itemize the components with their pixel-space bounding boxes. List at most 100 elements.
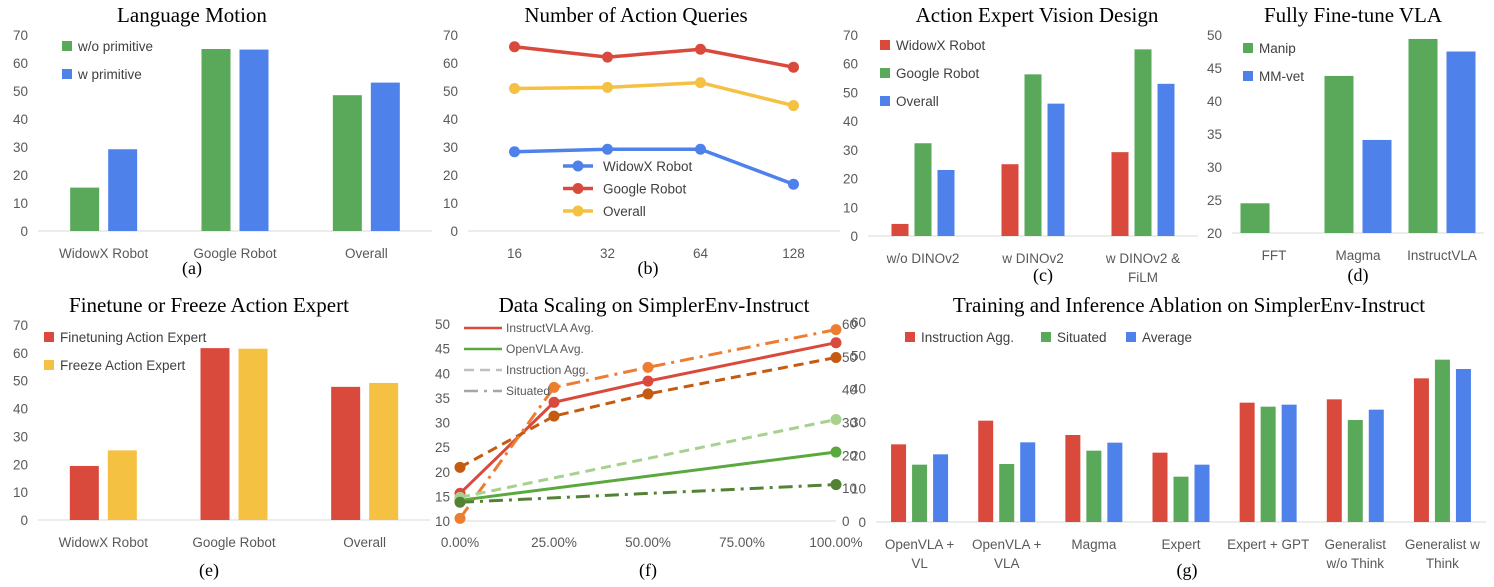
y-tick-label: 20 (842, 448, 857, 463)
x-tick-label: Google Robot (192, 535, 276, 550)
data-point (830, 479, 842, 491)
x-tick-label: 32 (600, 246, 615, 261)
x-tick-label: 50.00% (625, 535, 671, 550)
y-tick-label: 20 (13, 168, 28, 183)
x-tick-label: FiLM (1128, 270, 1158, 285)
legend-marker (572, 205, 584, 217)
legend-swatch (880, 68, 890, 78)
series-line-openvla-avg- (459, 450, 837, 502)
chart-title: Fully Fine-tune VLA (1264, 3, 1443, 27)
bar-average (1368, 409, 1384, 522)
y-tick-label: 20 (851, 448, 866, 463)
bar-situated (1347, 420, 1363, 522)
chart-title: Language Motion (117, 3, 267, 27)
x-tick-label: w DINOv2 (1001, 251, 1064, 266)
bar-average (1194, 464, 1210, 522)
x-tick-label: Generalist w (1405, 537, 1480, 552)
bar-w-primitive (239, 49, 269, 232)
y-tick-label: 10 (851, 482, 866, 497)
y-tick-label: 40 (1207, 94, 1222, 109)
bar-freeze-action-expert (107, 450, 137, 520)
x-tick-label: Overall (343, 535, 386, 550)
y-tick-label: 40 (435, 366, 450, 381)
y-tick-label: 35 (1207, 127, 1222, 142)
x-tick-label: InstructVLA (1407, 248, 1477, 263)
y-tick-label: 10 (435, 514, 450, 529)
data-point (454, 512, 466, 524)
bar-average (1107, 442, 1123, 522)
y-tick-label: 25 (435, 440, 450, 455)
y-tick-label: 30 (1207, 160, 1222, 175)
y-tick-label: 40 (842, 383, 857, 398)
legend: Finetuning Action Expert Freeze Action Ex… (44, 330, 207, 373)
y-tick-label: 30 (435, 416, 450, 431)
y-tick-label: 35 (435, 391, 450, 406)
y-tick-label: 40 (843, 114, 858, 129)
y-tick-label: 40 (851, 382, 866, 397)
chart-f: Data Scaling on SimplerEnv-Instruct (f) 10… (435, 293, 863, 581)
y-tick-label: 60 (851, 315, 866, 330)
x-tick-label: Expert (1161, 537, 1200, 552)
y-tick-label: 10 (843, 200, 858, 215)
bar-instruction-agg- (1065, 435, 1081, 522)
legend-label: w/o primitive (77, 39, 153, 54)
legend: InstructVLA Avg. OpenVLA Avg. Instruction … (464, 321, 594, 398)
x-tick-label: WidowX Robot (59, 535, 149, 550)
x-tick-label: Think (1426, 556, 1459, 571)
legend-label: w primitive (77, 67, 142, 82)
data-point (830, 446, 842, 458)
data-point (454, 461, 466, 473)
data-point (602, 143, 613, 155)
bar-w-o-primitive (332, 95, 362, 231)
y-tick-label: 30 (843, 143, 858, 158)
x-tick-label: Magma (1335, 248, 1381, 263)
legend-swatch (62, 69, 72, 79)
chart-title: Number of Action Queries (524, 3, 747, 27)
bar-manip (1408, 38, 1438, 234)
chart-e: Finetune or Freeze Action Expert (e) 0 10 20… (13, 293, 430, 581)
data-point (695, 143, 706, 155)
bar-average (1281, 404, 1297, 522)
y-tick-label: 30 (13, 140, 28, 155)
x-tick-label: Overall (345, 246, 388, 261)
y-tick-label: 60 (443, 56, 458, 71)
legend-swatch (1126, 332, 1136, 342)
y-tick-label: 30 (13, 429, 28, 444)
chart-title: Finetune or Freeze Action Expert (69, 293, 349, 317)
chart-b: Number of Action Queries (b) 0 10 20 30 40 50 60… (443, 3, 840, 279)
chart-caption: (d) (1348, 265, 1369, 286)
bar-instruction-agg- (891, 444, 907, 522)
y-tick-label: 70 (13, 318, 28, 333)
bar-situated (1173, 476, 1189, 522)
chart-title: Data Scaling on SimplerEnv-Instruct (499, 293, 810, 317)
bar-freeze-action-expert (369, 382, 399, 520)
y-tick-label: 20 (1207, 226, 1222, 241)
x-tick-label: OpenVLA + (972, 537, 1042, 552)
legend-swatch (1243, 43, 1253, 53)
chart-caption: (a) (182, 258, 202, 279)
y-tick-label: 50 (435, 317, 450, 332)
bar-google-robot (1024, 74, 1042, 237)
data-point (830, 337, 842, 349)
x-tick-label: Google Robot (193, 246, 277, 261)
data-point (602, 81, 613, 93)
data-point (548, 381, 560, 393)
legend-label: Manip (1259, 41, 1296, 56)
legend-swatch (62, 41, 72, 51)
data-point (454, 496, 466, 508)
bar-overall (937, 169, 955, 236)
legend-label: WidowX Robot (603, 159, 693, 174)
bar-instruction-agg- (1152, 452, 1168, 522)
data-point (695, 77, 706, 89)
bar-finetuning-action-expert (200, 348, 230, 520)
y-tick-label: 0 (450, 224, 458, 239)
bar-situated (1260, 406, 1276, 522)
x-tick-label: VLA (994, 556, 1020, 571)
x-tick-label: Generalist (1325, 537, 1387, 552)
x-tick-label: Magma (1071, 537, 1117, 552)
series-line-google-robot (514, 45, 794, 69)
chart-title: Action Expert Vision Design (916, 3, 1159, 27)
y-tick-label: 40 (443, 112, 458, 127)
y-tick-label: 10 (13, 196, 28, 211)
y-tick-label: 10 (842, 481, 857, 496)
